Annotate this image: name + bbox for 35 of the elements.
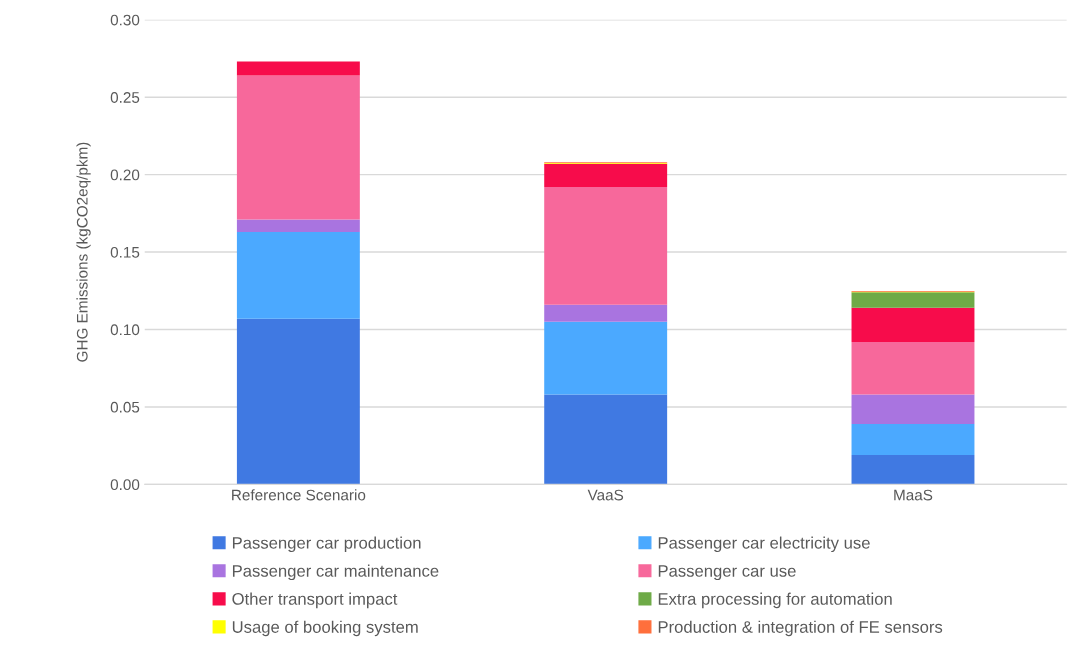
bar <box>544 187 668 305</box>
bar <box>851 341 975 395</box>
legend-label: Usage of booking system <box>232 620 418 637</box>
bar <box>851 394 975 424</box>
x-tick-label: MaaS <box>894 489 933 501</box>
bar <box>544 163 668 188</box>
legend-label: Extra processing for automation <box>658 592 892 609</box>
bar <box>236 318 360 485</box>
y-tick-label: 0.30 <box>110 14 140 26</box>
bar <box>236 219 360 232</box>
legend-label: Passenger car production <box>232 536 421 553</box>
y-tick-label: 0.20 <box>110 169 140 181</box>
bar <box>236 231 360 319</box>
y-tick-label: 0.00 <box>110 479 140 491</box>
y-tick-label: 0.05 <box>110 401 140 413</box>
x-tick-label: VaaS <box>587 489 624 501</box>
legend-label: Other transport impact <box>232 592 398 609</box>
legend-label: Production & integration of FE sensors <box>658 620 943 637</box>
bar <box>544 321 668 395</box>
bar <box>544 394 668 485</box>
bar <box>851 307 975 342</box>
y-tick-label: 0.25 <box>110 92 140 103</box>
bar <box>851 423 975 455</box>
legend-label: Passenger car use <box>658 565 796 581</box>
y-tick-label: 0.15 <box>110 246 140 258</box>
y-tick-label: 0.10 <box>110 324 140 336</box>
bar <box>236 61 360 76</box>
bar <box>851 292 975 308</box>
x-tick-label: Reference Scenario <box>232 489 366 501</box>
bar <box>851 454 975 485</box>
bar <box>544 304 668 322</box>
y-axis-title: GHG Emissions (kgCO2eq/pkm) <box>76 142 91 362</box>
legend-label: Passenger car maintenance <box>232 564 439 581</box>
bar <box>236 75 360 220</box>
legend-label: Passenger car electricity use <box>658 536 870 553</box>
